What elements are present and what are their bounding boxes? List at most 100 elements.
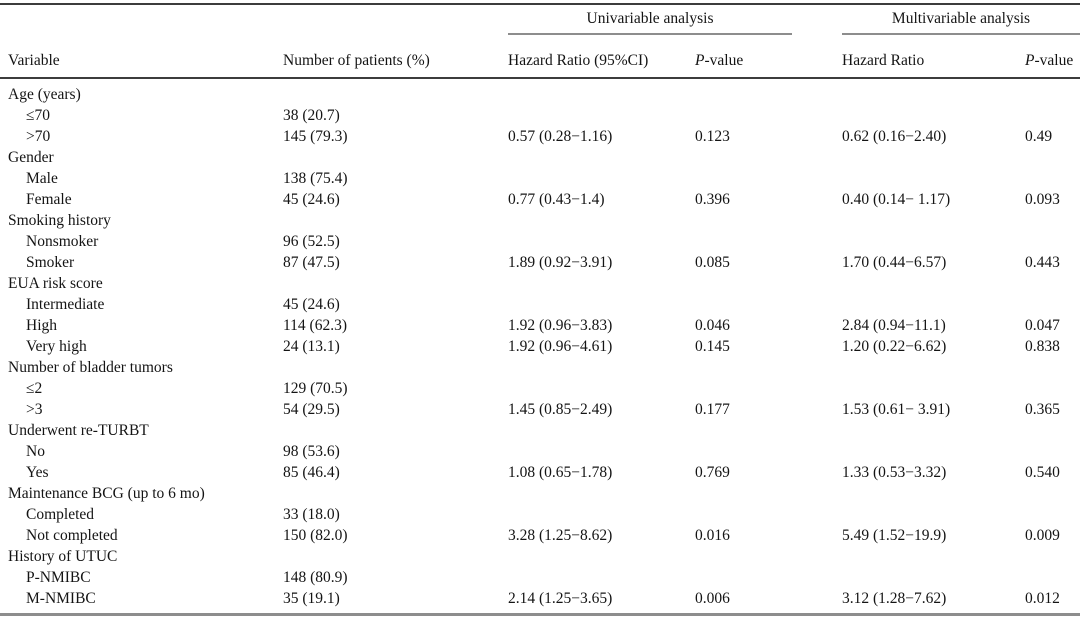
- multi-p-value-cell: [1025, 420, 1080, 441]
- multi-hazard-ratio-cell: [842, 504, 1025, 525]
- table-row: Smoking history: [8, 210, 1080, 231]
- column-header-uni-p-value: P-value: [695, 35, 842, 77]
- uni-hazard-ratio-cell: [508, 105, 695, 126]
- table-row: Gender: [8, 147, 1080, 168]
- header-spacer: [8, 5, 508, 35]
- uni-p-value-cell: [695, 147, 842, 168]
- patients-header-label: Number of patients (%): [283, 52, 430, 69]
- variable-cell: Female: [26, 191, 72, 208]
- multi-p-value-cell: 0.009: [1025, 527, 1060, 544]
- column-header-uni-hazard-ratio: Hazard Ratio (95%CI): [508, 35, 695, 77]
- uni-hazard-ratio-cell: 0.77 (0.43−1.4): [508, 191, 605, 208]
- table-row: Not completed 150 (82.0) 3.28 (1.25−8.62…: [8, 525, 1080, 546]
- table-row: Male 138 (75.4): [8, 168, 1080, 189]
- patients-cell: [283, 483, 508, 504]
- patients-cell: 38 (20.7): [283, 107, 340, 124]
- multi-hazard-ratio-cell: 1.53 (0.61− 3.91): [842, 401, 951, 418]
- table-row: Female 45 (24.6) 0.77 (0.43−1.4) 0.396 0…: [8, 189, 1080, 210]
- uni-hazard-ratio-cell: [508, 84, 695, 105]
- table-row: No 98 (53.6): [8, 441, 1080, 462]
- uni-hazard-ratio-cell: [508, 231, 695, 252]
- multi-p-value-cell: [1025, 84, 1080, 105]
- patients-cell: 138 (75.4): [283, 170, 348, 187]
- uni-p-value-cell: 0.123: [695, 128, 730, 145]
- uni-hazard-ratio-cell: [508, 378, 695, 399]
- multi-p-value-cell: 0.093: [1025, 191, 1060, 208]
- uni-p-value-cell: [695, 210, 842, 231]
- table-row: High 114 (62.3) 1.92 (0.96−3.83) 0.046 2…: [8, 315, 1080, 336]
- multi-p-value-cell: [1025, 210, 1080, 231]
- column-header-multi-hazard-ratio: Hazard Ratio: [842, 35, 1025, 77]
- patients-cell: 45 (24.6): [283, 191, 340, 208]
- variable-cell: Nonsmoker: [26, 233, 99, 250]
- multi-hazard-ratio-cell: [842, 105, 1025, 126]
- uni-hazard-ratio-cell: 3.28 (1.25−8.62): [508, 527, 613, 544]
- uni-hazard-ratio-cell: [508, 441, 695, 462]
- patients-cell: 114 (62.3): [283, 317, 347, 334]
- uni-p-value-cell: [695, 84, 842, 105]
- uni-hazard-ratio-cell: 1.92 (0.96−4.61): [508, 338, 613, 355]
- multi-p-value-cell: 0.365: [1025, 401, 1060, 418]
- table-row: EUA risk score: [8, 273, 1080, 294]
- patients-cell: 33 (18.0): [283, 506, 340, 523]
- table-row: Number of bladder tumors: [8, 357, 1080, 378]
- uni-p-value-cell: [695, 567, 842, 588]
- uni-p-value-cell: [695, 441, 842, 462]
- multi-p-value-cell: [1025, 504, 1080, 525]
- multi-hazard-ratio-cell: [842, 567, 1025, 588]
- patients-cell: [283, 273, 508, 294]
- multi-hazard-ratio-cell: [842, 294, 1025, 315]
- multi-hazard-ratio-cell: [842, 546, 1025, 567]
- multi-p-value-cell: 0.49: [1025, 128, 1053, 145]
- patients-cell: [283, 210, 508, 231]
- uni-hazard-ratio-header-label: Hazard Ratio (95%CI): [508, 52, 649, 69]
- multi-hazard-ratio-header-label: Hazard Ratio: [842, 52, 925, 69]
- uni-p-value-cell: 0.177: [695, 401, 730, 418]
- analysis-table: Univariable analysis Multivariable analy…: [0, 3, 1080, 616]
- uni-p-value-cell: 0.016: [695, 527, 730, 544]
- multi-hazard-ratio-cell: [842, 420, 1025, 441]
- uni-p-value-cell: [695, 105, 842, 126]
- variable-cell: Not completed: [26, 527, 118, 544]
- variable-cell: ≤70: [26, 107, 51, 124]
- patients-cell: [283, 147, 508, 168]
- multi-p-value-cell: 0.012: [1025, 590, 1060, 607]
- multi-hazard-ratio-cell: 1.33 (0.53−3.32): [842, 464, 947, 481]
- patients-cell: [283, 546, 508, 567]
- multi-p-value-cell: [1025, 168, 1080, 189]
- uni-hazard-ratio-cell: [508, 210, 695, 231]
- multi-p-value-cell: [1025, 357, 1080, 378]
- uni-hazard-ratio-cell: 1.89 (0.92−3.91): [508, 254, 613, 271]
- patients-cell: 129 (70.5): [283, 380, 348, 397]
- uni-hazard-ratio-cell: [508, 357, 695, 378]
- uni-p-value-header-label: P-value: [695, 52, 743, 70]
- multi-hazard-ratio-cell: [842, 357, 1025, 378]
- column-header-multi-p-value: P-value: [1025, 35, 1080, 77]
- variable-cell: Intermediate: [26, 296, 105, 313]
- uni-hazard-ratio-cell: [508, 567, 695, 588]
- uni-p-value-cell: [695, 231, 842, 252]
- patients-cell: 85 (46.4): [283, 464, 340, 481]
- multi-p-value-cell: 0.540: [1025, 464, 1060, 481]
- multi-p-value-cell: 0.838: [1025, 338, 1060, 355]
- table-row: >70 145 (79.3) 0.57 (0.28−1.16) 0.123 0.…: [8, 126, 1080, 147]
- table-row: >3 54 (29.5) 1.45 (0.85−2.49) 0.177 1.53…: [8, 399, 1080, 420]
- univariable-group-header: Univariable analysis: [508, 5, 792, 35]
- variable-cell: Male: [26, 170, 58, 187]
- multi-p-value-cell: 0.047: [1025, 317, 1060, 334]
- table-header: Univariable analysis Multivariable analy…: [0, 5, 1080, 79]
- variable-cell: Very high: [26, 338, 87, 355]
- variable-cell: Smoking history: [8, 212, 111, 229]
- patients-cell: [283, 357, 508, 378]
- patients-cell: 35 (19.1): [283, 590, 340, 607]
- table-row: M-NMIBC 35 (19.1) 2.14 (1.25−3.65) 0.006…: [8, 588, 1080, 609]
- table-row: P-NMIBC 148 (80.9): [8, 567, 1080, 588]
- multivariable-group-label: Multivariable analysis: [891, 10, 1031, 27]
- multi-p-value-cell: [1025, 378, 1080, 399]
- variable-cell: Smoker: [26, 254, 75, 271]
- uni-p-value-cell: [695, 273, 842, 294]
- patients-cell: [283, 84, 508, 105]
- multi-hazard-ratio-cell: [842, 273, 1025, 294]
- table-row: Maintenance BCG (up to 6 mo): [8, 483, 1080, 504]
- multi-hazard-ratio-cell: [842, 210, 1025, 231]
